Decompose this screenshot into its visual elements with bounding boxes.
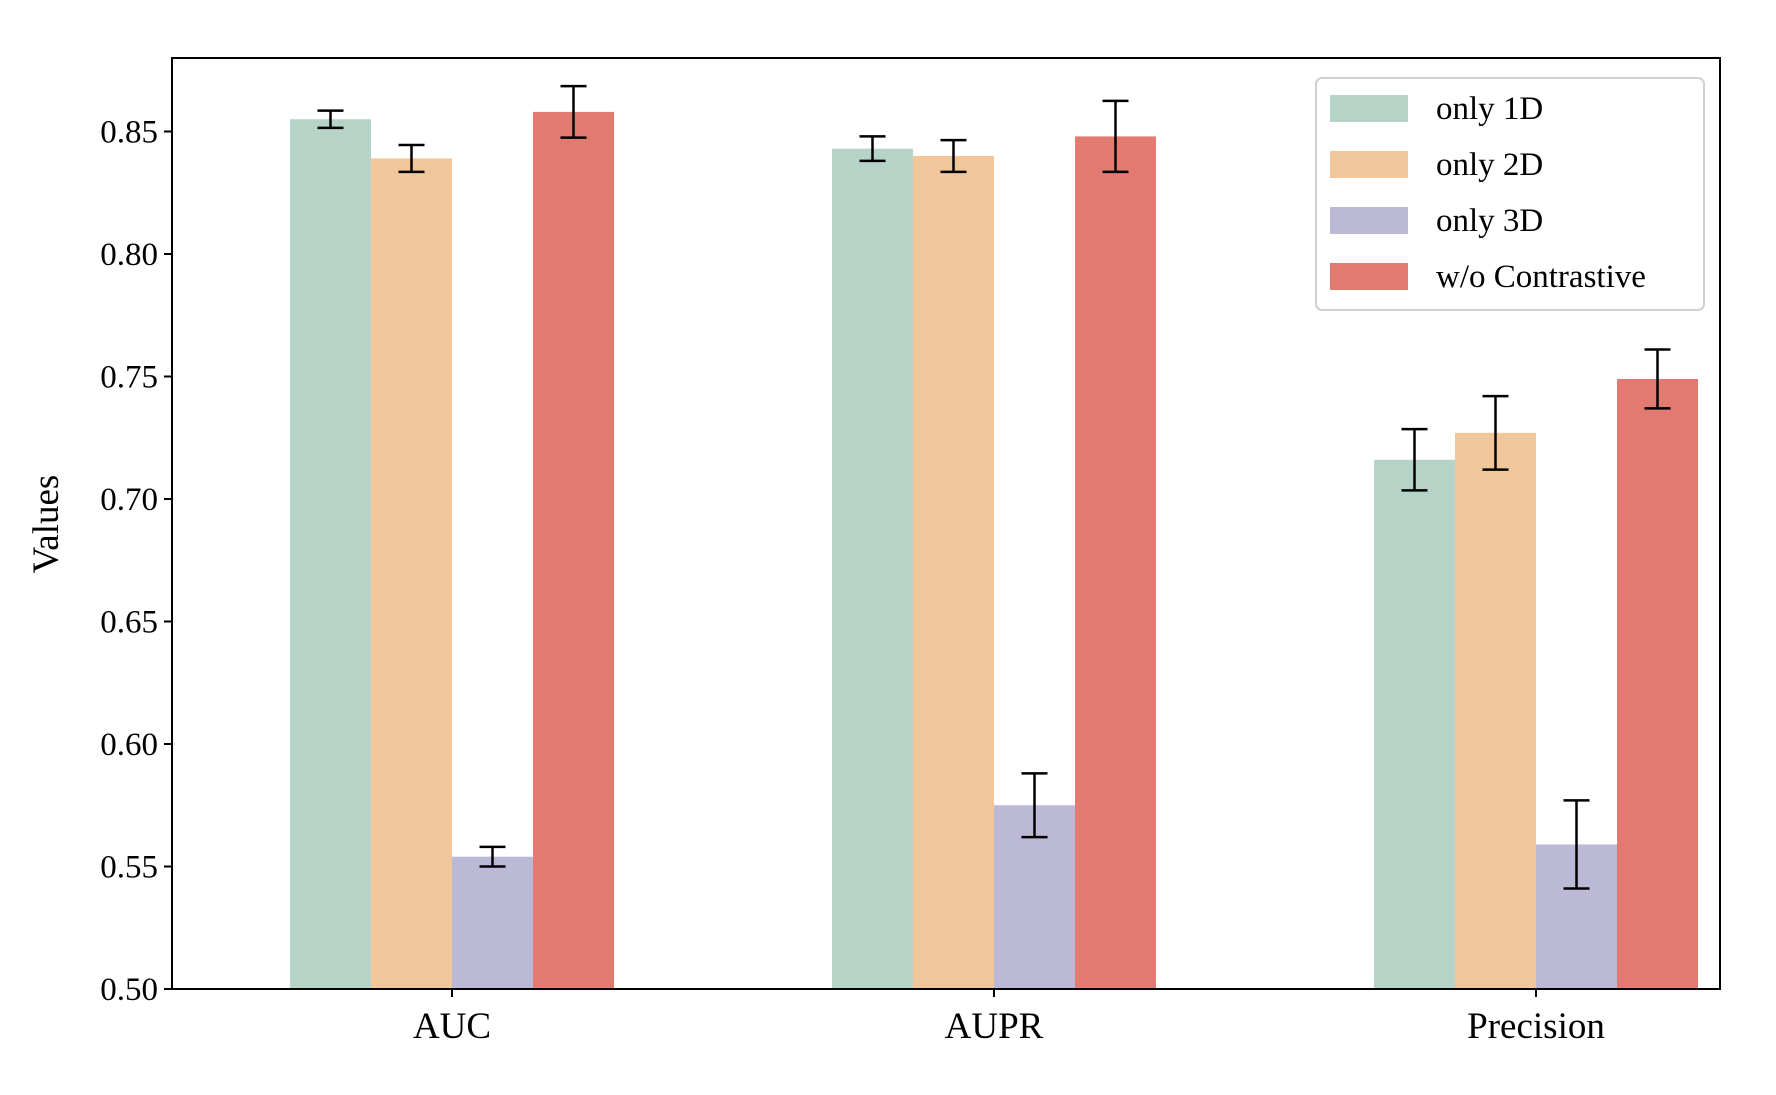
legend-box <box>1315 77 1705 311</box>
error-bar-only-2d-auc <box>398 143 425 174</box>
error-bar-only-1d-precision <box>1401 427 1428 492</box>
legend-swatch <box>1330 263 1408 290</box>
bar-only-2d-auc <box>371 158 452 989</box>
legend-swatch <box>1330 207 1408 234</box>
error-bar-only-2d-precision <box>1482 394 1509 471</box>
bar-only-1d-aupr <box>832 148 913 989</box>
x-tick-label-auc: AUC <box>413 1006 491 1047</box>
error-bar-only-3d-precision <box>1563 799 1590 890</box>
y-axis: 0.50 0.55 0.60 0.65 0.70 0.75 0.80 0.85 <box>100 115 172 1008</box>
bar-w-o-contrastive-auc <box>533 111 614 989</box>
error-bar-only-3d-auc <box>479 845 506 868</box>
bar-only-1d-auc <box>290 119 371 989</box>
legend: only 1D only 2D only 3D w/o Contrastive <box>1315 77 1705 311</box>
error-bars-layer <box>317 84 1671 890</box>
x-tick-label-aupr: AUPR <box>945 1006 1044 1047</box>
legend-swatch <box>1330 95 1408 122</box>
legend-swatch <box>1330 151 1408 178</box>
error-bar-only-1d-auc <box>317 109 344 130</box>
bars-layer <box>290 111 1698 990</box>
y-tick-label: 0.70 <box>100 482 158 518</box>
legend-label: w/o Contrastive <box>1436 259 1646 295</box>
legend-label: only 2D <box>1436 147 1543 183</box>
bar-only-1d-precision <box>1374 459 1455 989</box>
error-bar-only-1d-aupr <box>859 135 886 163</box>
y-tick-label: 0.75 <box>100 360 158 396</box>
x-tick-label-precision: Precision <box>1467 1006 1605 1047</box>
y-tick-label: 0.65 <box>100 605 158 641</box>
y-tick-label: 0.55 <box>100 850 158 886</box>
bar-only-2d-precision <box>1455 432 1536 990</box>
bar-w-o-contrastive-precision <box>1617 378 1698 989</box>
y-tick-label: 0.85 <box>100 115 158 151</box>
error-bar-only-3d-aupr <box>1021 772 1048 839</box>
error-bar-only-2d-aupr <box>940 138 967 174</box>
y-tick-label: 0.60 <box>100 727 158 763</box>
bar-only-3d-auc <box>452 856 533 989</box>
error-bar-w-o-contrastive-precision <box>1644 348 1671 410</box>
error-bar-w-o-contrastive-aupr <box>1102 99 1129 174</box>
legend-label: only 3D <box>1436 203 1543 239</box>
x-axis: AUC AUPR Precision <box>413 989 1605 1047</box>
legend-label: only 1D <box>1436 91 1543 127</box>
y-axis-title: Values <box>26 475 67 574</box>
error-bar-w-o-contrastive-auc <box>560 84 587 139</box>
bar-w-o-contrastive-aupr <box>1075 136 1156 989</box>
y-tick-label: 0.80 <box>100 237 158 273</box>
bar-only-2d-aupr <box>913 156 994 989</box>
plot-frame <box>171 57 1721 990</box>
y-tick-label: 0.50 <box>100 972 158 1008</box>
